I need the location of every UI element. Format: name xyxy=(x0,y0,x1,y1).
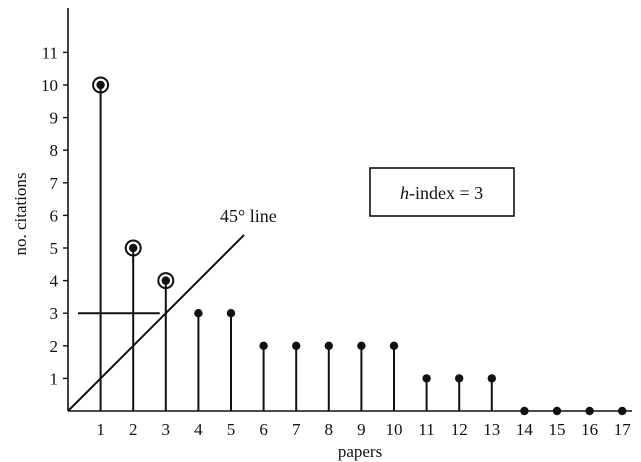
x-tick-label: 16 xyxy=(581,420,598,439)
annotation-text: h-index = 3 xyxy=(400,183,483,203)
x-tick-label: 2 xyxy=(129,420,138,439)
y-tick-labels: 1 2 3 4 5 6 7 8 9 10 11 xyxy=(41,43,68,388)
annotation-italic: h xyxy=(400,183,409,203)
highlight-ring xyxy=(157,272,175,290)
data-point xyxy=(161,276,170,285)
x-tick-label: 6 xyxy=(259,420,268,439)
data-point xyxy=(96,80,105,90)
data-point xyxy=(618,406,627,416)
x-tick-label: 7 xyxy=(292,420,301,439)
x-tick-labels: 1 2 3 4 5 6 7 8 9 10 11 12 13 14 15 16 17 xyxy=(96,420,631,439)
data-point xyxy=(259,341,268,350)
y-tick-label: 3 xyxy=(50,304,59,323)
x-tick-label: 15 xyxy=(549,420,566,439)
y-tick-label: 8 xyxy=(50,141,59,160)
x-axis-title: papers xyxy=(338,442,382,461)
stems xyxy=(99,85,493,411)
data-point xyxy=(585,406,594,416)
x-tick-label: 17 xyxy=(614,420,632,439)
data-point xyxy=(357,341,366,350)
x-tick-label: 12 xyxy=(451,420,468,439)
x-tick-label: 9 xyxy=(357,420,366,439)
y-tick-label: 10 xyxy=(41,76,58,95)
y-tick-label: 4 xyxy=(50,272,59,291)
y-tick-label: 1 xyxy=(50,369,59,388)
highlight-ring xyxy=(92,76,110,94)
x-tick-label: 13 xyxy=(483,420,500,439)
reference-line xyxy=(67,234,245,412)
x-tick-label: 10 xyxy=(386,420,403,439)
x-tick-label: 3 xyxy=(162,420,171,439)
data-point xyxy=(292,341,301,350)
y-tick-label: 6 xyxy=(50,206,59,225)
y-tick-label: 11 xyxy=(42,43,58,62)
annotation-rest: -index = 3 xyxy=(409,183,483,203)
data-point xyxy=(324,341,333,350)
x-tick-label: 5 xyxy=(227,420,236,439)
reference-line-label: 45° line xyxy=(220,206,277,226)
data-point xyxy=(455,374,464,383)
data-point xyxy=(129,243,138,253)
data-point xyxy=(389,341,399,350)
data-point xyxy=(487,374,496,383)
y-tick-label: 5 xyxy=(50,239,59,258)
data-point xyxy=(194,309,203,318)
y-axis-title: no. citations xyxy=(11,172,30,255)
data-point xyxy=(422,374,431,383)
highlight-rings xyxy=(92,76,175,290)
y-tick-label: 2 xyxy=(50,337,59,356)
data-point xyxy=(226,309,236,318)
y-tick-label: 7 xyxy=(50,174,59,193)
x-tick-label: 14 xyxy=(516,420,534,439)
data-point xyxy=(520,406,529,416)
data-point xyxy=(552,406,562,416)
y-tick-label: 9 xyxy=(50,109,59,128)
x-tick-label: 11 xyxy=(418,420,434,439)
x-tick-label: 1 xyxy=(96,420,105,439)
annotation-box xyxy=(369,167,515,217)
data-points xyxy=(96,80,627,416)
x-tick-label: 8 xyxy=(325,420,334,439)
highlight-ring xyxy=(124,239,142,257)
x-tick-label: 4 xyxy=(194,420,203,439)
